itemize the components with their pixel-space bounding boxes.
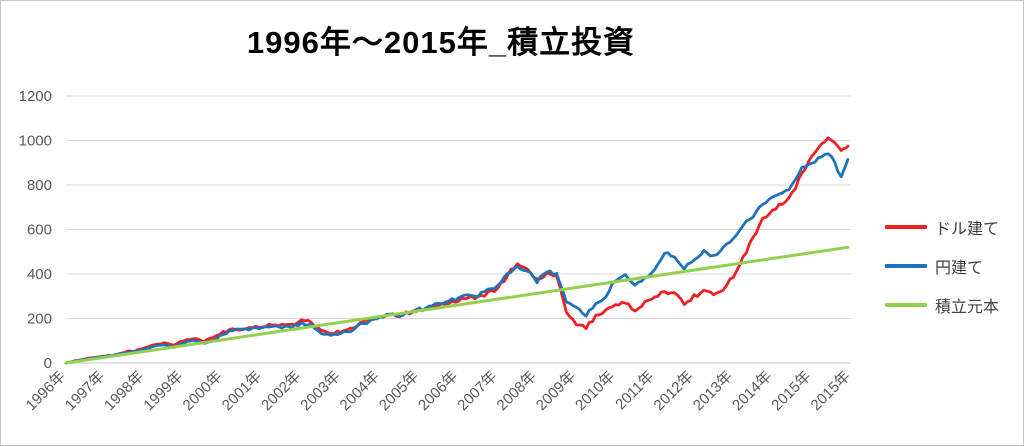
x-tick-label: 2013年 (690, 368, 736, 414)
x-tick-label: 2012年 (651, 368, 697, 414)
y-tick-label: 1000 (19, 133, 52, 150)
legend: ドル建て 円建て 積立元本 (885, 215, 999, 317)
y-tick-label: 800 (27, 177, 52, 194)
x-tick-label: 2011年 (612, 368, 657, 413)
x-tick-label: 1999年 (140, 368, 186, 414)
x-tick-label: 2002年 (258, 368, 304, 414)
x-tick-label: 2004年 (337, 368, 383, 414)
x-tick-label: 1996年 (23, 368, 69, 414)
legend-label-yen: 円建て (935, 260, 984, 277)
x-tick-label: 2008年 (494, 368, 540, 414)
x-tick-label: 2007年 (454, 368, 500, 414)
legend-item-principal: 積立元本 (885, 293, 999, 317)
legend-item-yen: 円建て (885, 254, 999, 278)
x-tick-label: 2000年 (180, 368, 226, 414)
series-line-2 (64, 245, 850, 365)
x-tick-label: 2001年 (219, 368, 265, 414)
x-tick-label: 1997年 (62, 368, 108, 414)
x-tick-label: 2010年 (572, 368, 618, 414)
chart-title: 1996年～2015年_積立投資 (246, 25, 636, 60)
y-tick-label: 0 (44, 355, 52, 372)
x-tick-label: 2005年 (376, 368, 422, 414)
x-tick-label: 2015年 (768, 368, 814, 414)
usd-line-swatch-icon (885, 225, 927, 229)
x-tick-label: 2006年 (415, 368, 461, 414)
principal-line-swatch-icon (885, 303, 927, 307)
x-tick-label: 2015年 (808, 368, 854, 414)
x-tick-label: 1998年 (101, 368, 147, 414)
series-line-1 (64, 152, 850, 365)
x-tick-label: 2014年 (729, 368, 775, 414)
x-tick-label: 2003年 (297, 368, 343, 414)
legend-label-principal: 積立元本 (935, 299, 1000, 316)
y-tick-label: 400 (27, 266, 52, 283)
yen-line-swatch-icon (885, 264, 927, 268)
legend-label-usd: ドル建て (935, 221, 1000, 238)
x-tick-label: 2009年 (533, 368, 579, 414)
y-tick-label: 200 (27, 311, 52, 328)
series-line-0 (64, 136, 850, 365)
y-tick-label: 1200 (19, 88, 52, 105)
legend-item-usd: ドル建て (885, 215, 999, 239)
y-tick-label: 600 (27, 222, 52, 239)
